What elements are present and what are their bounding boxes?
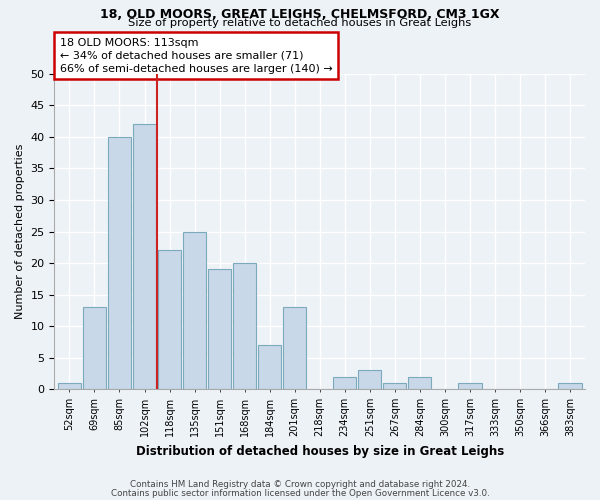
Bar [258,345,281,389]
Bar [233,263,256,389]
Text: Contains HM Land Registry data © Crown copyright and database right 2024.: Contains HM Land Registry data © Crown c… [130,480,470,489]
Bar [133,124,156,389]
Bar [408,376,431,389]
Bar [83,307,106,389]
Bar [458,383,482,389]
Bar [283,307,307,389]
Text: Size of property relative to detached houses in Great Leighs: Size of property relative to detached ho… [128,18,472,28]
Bar [358,370,382,389]
Bar [183,232,206,389]
Bar [559,383,581,389]
Bar [333,376,356,389]
Bar [58,383,81,389]
Y-axis label: Number of detached properties: Number of detached properties [15,144,25,319]
Text: 18 OLD MOORS: 113sqm
← 34% of detached houses are smaller (71)
66% of semi-detac: 18 OLD MOORS: 113sqm ← 34% of detached h… [60,38,332,74]
Bar [108,137,131,389]
Text: Contains public sector information licensed under the Open Government Licence v3: Contains public sector information licen… [110,488,490,498]
Bar [208,270,231,389]
X-axis label: Distribution of detached houses by size in Great Leighs: Distribution of detached houses by size … [136,444,504,458]
Bar [158,250,181,389]
Text: 18, OLD MOORS, GREAT LEIGHS, CHELMSFORD, CM3 1GX: 18, OLD MOORS, GREAT LEIGHS, CHELMSFORD,… [100,8,500,20]
Bar [383,383,406,389]
